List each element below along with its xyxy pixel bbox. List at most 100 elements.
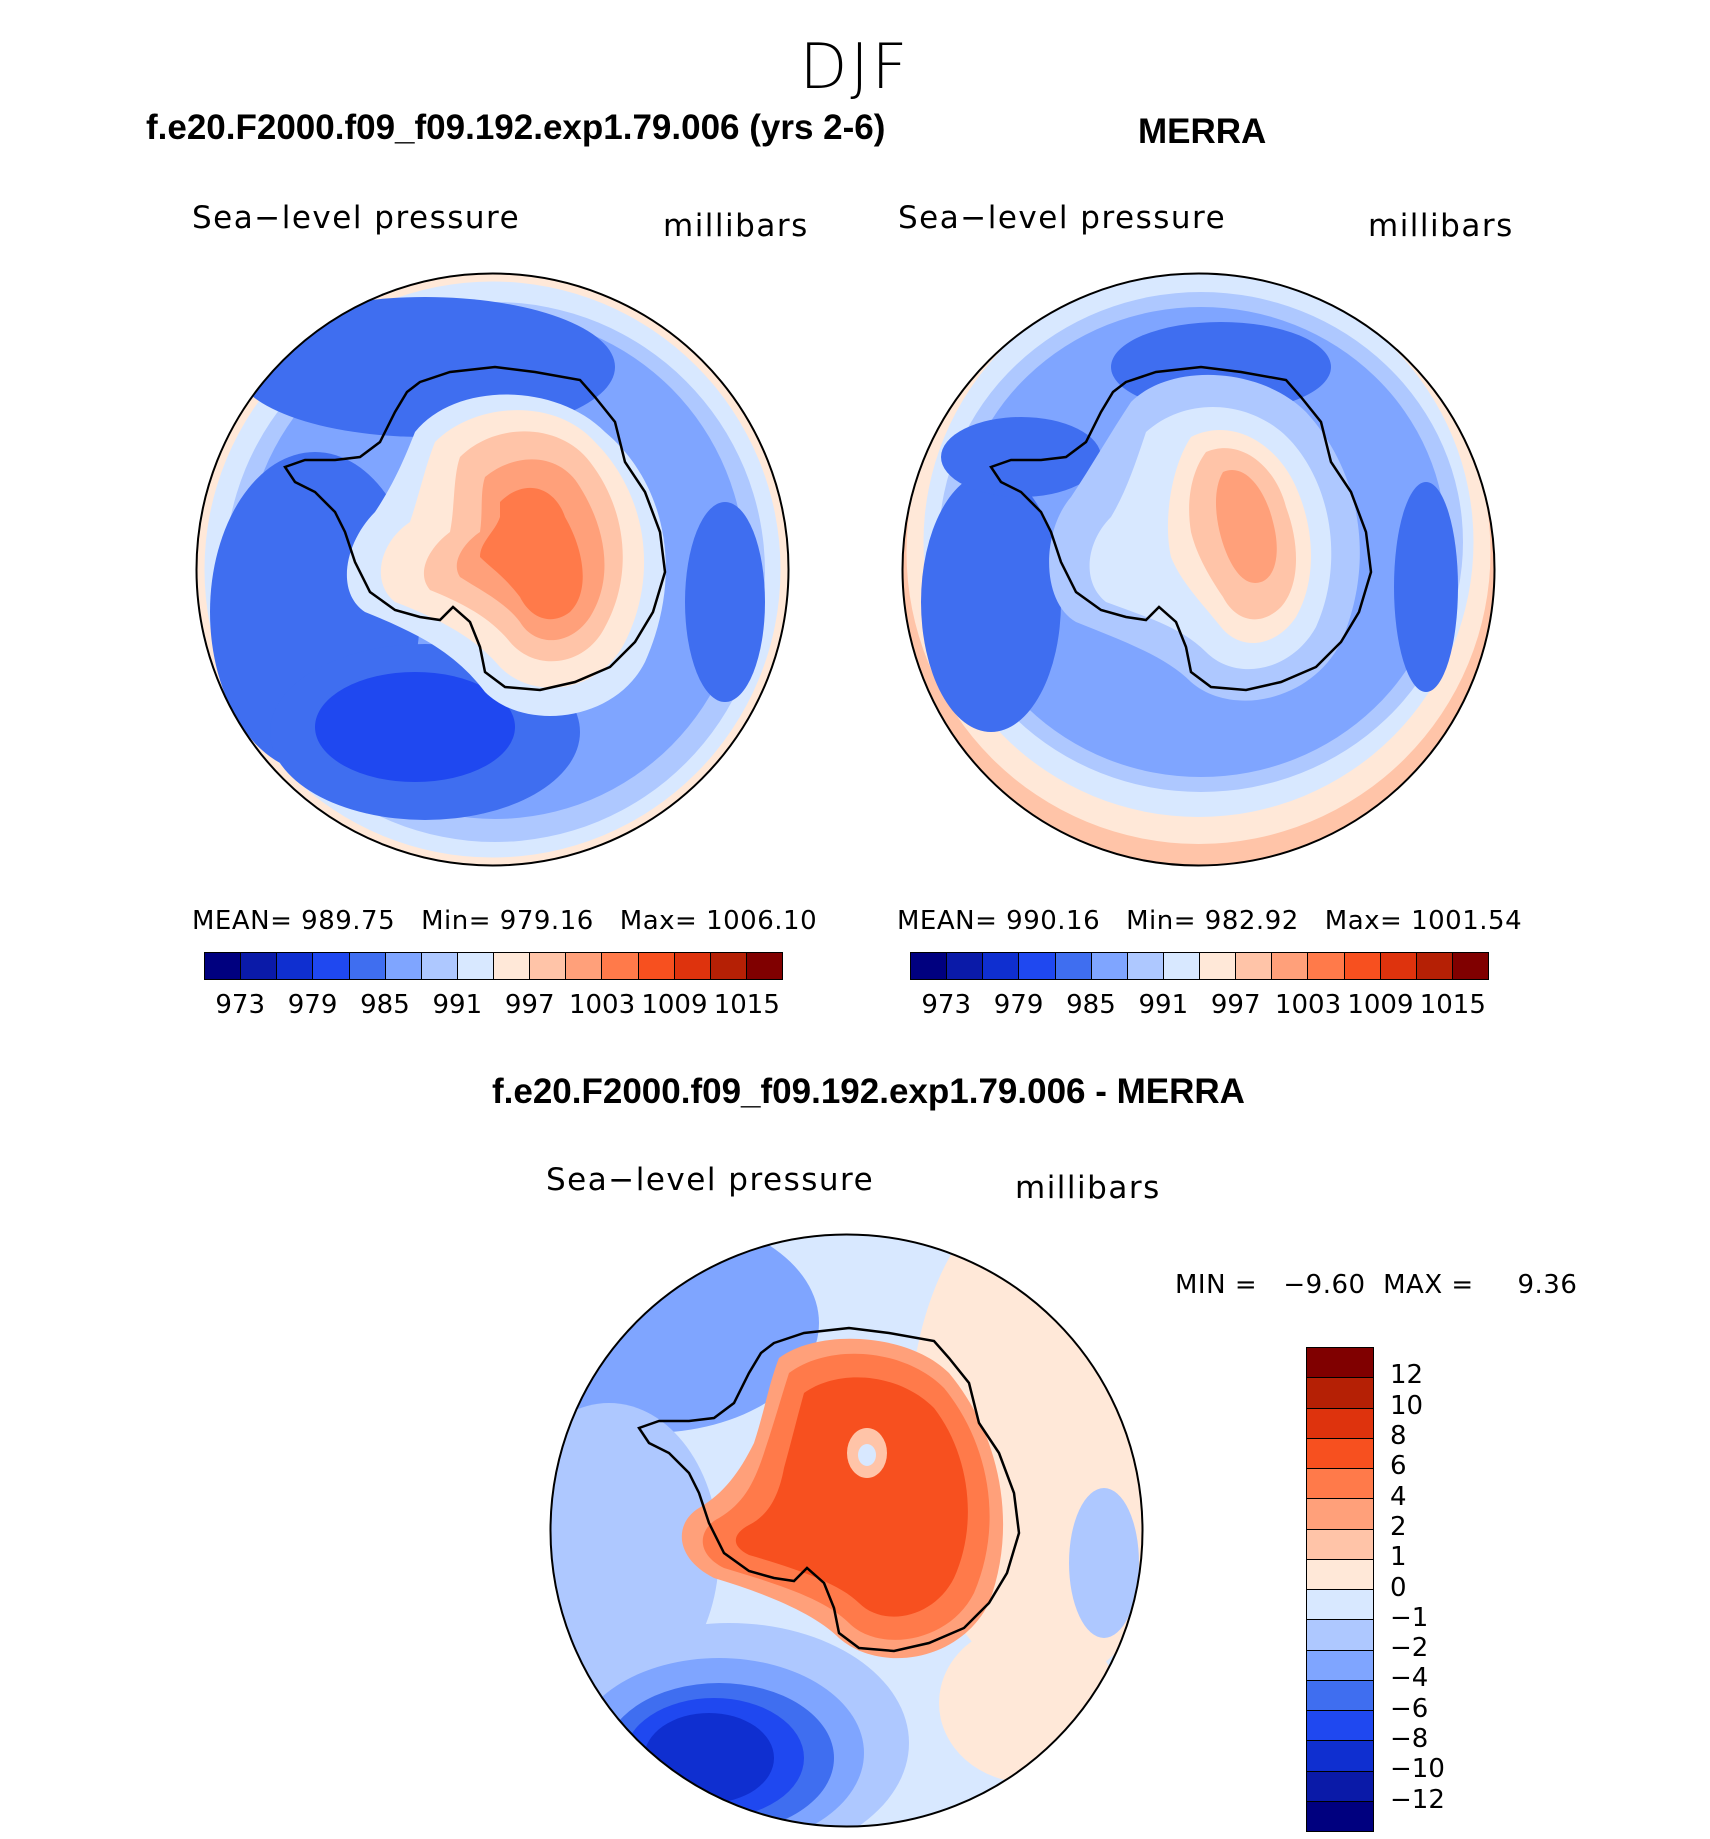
colorbar-swatch bbox=[1019, 953, 1056, 979]
colorbar-swatch bbox=[530, 953, 567, 979]
colorbar-tick-label: 979 bbox=[993, 990, 1044, 1020]
colorbar-tick-label: −4 bbox=[1390, 1663, 1429, 1694]
obs-stat-min: Min= 982.92 bbox=[1126, 906, 1299, 936]
colorbar-swatch bbox=[494, 953, 531, 979]
colorbar-swatch bbox=[241, 953, 278, 979]
colorbar-swatch bbox=[349, 953, 386, 979]
colorbar-swatch bbox=[638, 953, 675, 979]
colorbar-swatch bbox=[421, 953, 458, 979]
colorbar-tick-label: −10 bbox=[1390, 1754, 1445, 1785]
colorbar-tick-label: 1 bbox=[1390, 1542, 1407, 1573]
colorbar-swatch bbox=[1308, 953, 1345, 979]
colorbar-tick-label: 0 bbox=[1390, 1572, 1407, 1603]
colorbar-swatch bbox=[1307, 1680, 1373, 1711]
diff-map-outline bbox=[549, 1233, 1144, 1828]
diff-map-antarctica-coastline bbox=[637, 1326, 1021, 1653]
obs-colorbar-ticks: 973 979 985 991 997 1003 1009 1015 bbox=[910, 990, 1489, 1024]
diff-variable-label: Sea−level pressure bbox=[546, 1162, 875, 1198]
colorbar-tick-label: 4 bbox=[1390, 1481, 1407, 1512]
diff-map-neg-s5 bbox=[644, 1713, 774, 1803]
obs-polar-map bbox=[901, 272, 1496, 867]
colorbar-swatch bbox=[1200, 953, 1237, 979]
diff-map-local-low-core bbox=[858, 1444, 876, 1466]
obs-map-low-west bbox=[921, 472, 1061, 732]
model-map-outline bbox=[195, 272, 790, 867]
model-stat-min: Min= 979.16 bbox=[421, 906, 594, 936]
colorbar-swatch bbox=[205, 953, 242, 979]
colorbar-swatch bbox=[983, 953, 1020, 979]
colorbar-tick-label: 997 bbox=[504, 990, 555, 1020]
colorbar-swatch bbox=[710, 953, 747, 979]
diff-map-continent-f7501f bbox=[735, 1377, 968, 1617]
colorbar-tick-label: 991 bbox=[1138, 990, 1189, 1020]
diff-units-label: millibars bbox=[1015, 1170, 1161, 1206]
diff-minmax: MIN = −9.60 MAX = 9.36 bbox=[1175, 1270, 1578, 1300]
diff-colorbar-ticks: 12 10 8 6 4 2 1 0 −1 −2 −4 −6 −8 −10 −12 bbox=[1384, 1347, 1484, 1832]
colorbar-swatch bbox=[1163, 953, 1200, 979]
colorbar-swatch bbox=[1307, 1559, 1373, 1590]
obs-map-outline bbox=[901, 272, 1496, 867]
colorbar-tick-label: 985 bbox=[360, 990, 410, 1020]
colorbar-swatch bbox=[1307, 1741, 1373, 1772]
colorbar-swatch bbox=[1307, 1378, 1373, 1409]
colorbar-swatch bbox=[602, 953, 639, 979]
model-map-antarctica-coastline bbox=[283, 365, 667, 692]
figure-title: DJF bbox=[799, 30, 911, 103]
colorbar-swatch bbox=[1307, 1711, 1373, 1742]
colorbar-tick-label: 10 bbox=[1390, 1390, 1424, 1421]
colorbar-swatch bbox=[1416, 953, 1453, 979]
model-stat-mean: MEAN= 989.75 bbox=[192, 906, 396, 936]
obs-map-antarctica-coastline bbox=[989, 365, 1373, 692]
colorbar-tick-label: 1003 bbox=[568, 990, 636, 1020]
colorbar-swatch bbox=[1127, 953, 1164, 979]
colorbar-swatch bbox=[566, 953, 603, 979]
colorbar-tick-label: −6 bbox=[1390, 1693, 1429, 1724]
colorbar-swatch bbox=[1307, 1620, 1373, 1651]
colorbar-tick-label: −1 bbox=[1390, 1602, 1429, 1633]
obs-stats: MEAN= 990.16 Min= 982.92 Max= 1001.54 bbox=[897, 906, 1548, 936]
obs-stat-max: Max= 1001.54 bbox=[1324, 906, 1523, 936]
colorbar-tick-label: 991 bbox=[432, 990, 483, 1020]
colorbar-tick-label: 985 bbox=[1066, 990, 1116, 1020]
colorbar-tick-label: 979 bbox=[287, 990, 338, 1020]
model-stats: MEAN= 989.75 Min= 979.16 Max= 1006.10 bbox=[192, 906, 843, 936]
obs-units-label: millibars bbox=[1368, 208, 1514, 244]
colorbar-swatch bbox=[1307, 1348, 1373, 1379]
colorbar-swatch bbox=[911, 953, 948, 979]
colorbar-tick-label: 973 bbox=[921, 990, 971, 1020]
colorbar-tick-label: −12 bbox=[1390, 1784, 1445, 1815]
obs-map-continent-ffa07a bbox=[1215, 470, 1277, 583]
model-polar-map bbox=[195, 272, 790, 867]
colorbar-swatch bbox=[1272, 953, 1309, 979]
diff-map-neg-e bbox=[1069, 1488, 1139, 1638]
colorbar-swatch bbox=[1055, 953, 1092, 979]
colorbar-tick-label: 8 bbox=[1390, 1420, 1407, 1451]
model-colorbar-ticks: 973 979 985 991 997 1003 1009 1015 bbox=[204, 990, 783, 1024]
obs-map-low-nw bbox=[941, 417, 1101, 497]
colorbar-swatch bbox=[1307, 1771, 1373, 1802]
model-variable-label: Sea−level pressure bbox=[192, 200, 521, 236]
colorbar-swatch bbox=[313, 953, 350, 979]
colorbar-swatch bbox=[457, 953, 494, 979]
colorbar-tick-label: 1015 bbox=[713, 990, 780, 1020]
colorbar-swatch bbox=[1307, 1469, 1373, 1500]
colorbar-tick-label: 1009 bbox=[641, 990, 708, 1020]
colorbar-swatch bbox=[277, 953, 314, 979]
model-map-low-south-core bbox=[315, 672, 515, 782]
colorbar-swatch bbox=[1344, 953, 1381, 979]
obs-panel-heading: MERRA bbox=[1138, 112, 1267, 151]
model-panel-heading: f.e20.F2000.f09_f09.192.exp1.79.006 (yrs… bbox=[146, 108, 886, 147]
colorbar-tick-label: 1009 bbox=[1347, 990, 1414, 1020]
obs-variable-label: Sea−level pressure bbox=[898, 200, 1227, 236]
colorbar-tick-label: 2 bbox=[1390, 1511, 1407, 1542]
colorbar-swatch bbox=[1307, 1408, 1373, 1439]
colorbar-swatch bbox=[1307, 1650, 1373, 1681]
model-units-label: millibars bbox=[663, 208, 809, 244]
colorbar-tick-label: 1015 bbox=[1419, 990, 1486, 1020]
model-stat-max: Max= 1006.10 bbox=[619, 906, 818, 936]
colorbar-tick-label: 997 bbox=[1210, 990, 1261, 1020]
obs-stat-mean: MEAN= 990.16 bbox=[897, 906, 1101, 936]
diff-colorbar bbox=[1306, 1347, 1374, 1832]
diff-map-pos-se bbox=[939, 1623, 1119, 1783]
model-map-low-east bbox=[685, 502, 765, 702]
